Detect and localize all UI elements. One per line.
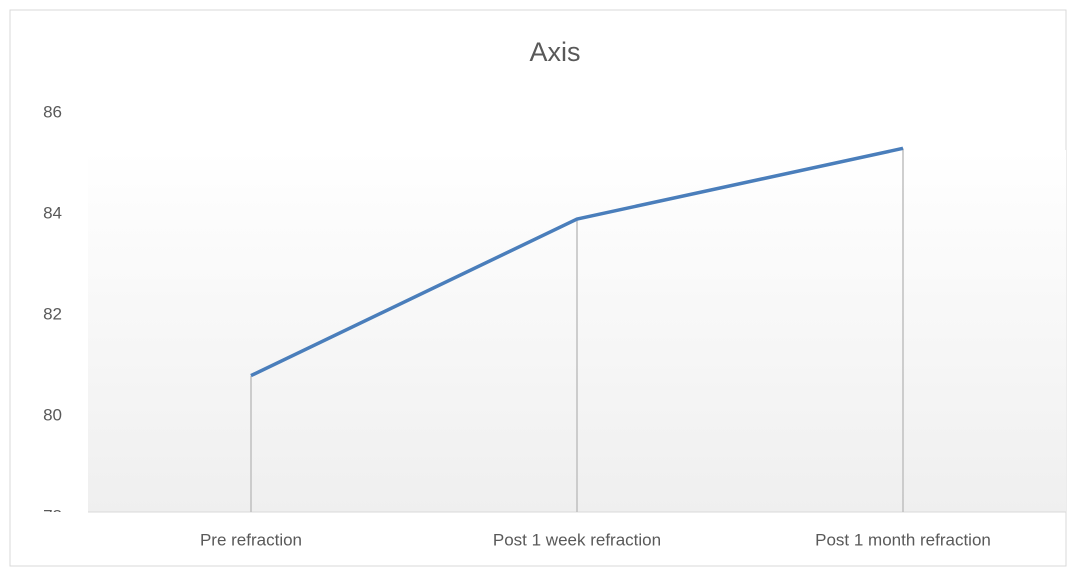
y-tick-label: 84 bbox=[43, 203, 62, 222]
y-tick-label: 80 bbox=[43, 405, 62, 424]
chart-title: Axis bbox=[529, 37, 580, 67]
y-tick-label: 82 bbox=[43, 304, 62, 323]
x-tick-label: Post 1 month refraction bbox=[815, 530, 991, 549]
y-tick-label: 86 bbox=[43, 102, 62, 121]
series-line bbox=[250, 146, 904, 378]
x-tick-label: Post 1 week refraction bbox=[493, 530, 661, 549]
y-tick-label: 78 bbox=[43, 506, 62, 525]
x-tick-label: Pre refraction bbox=[200, 530, 302, 549]
